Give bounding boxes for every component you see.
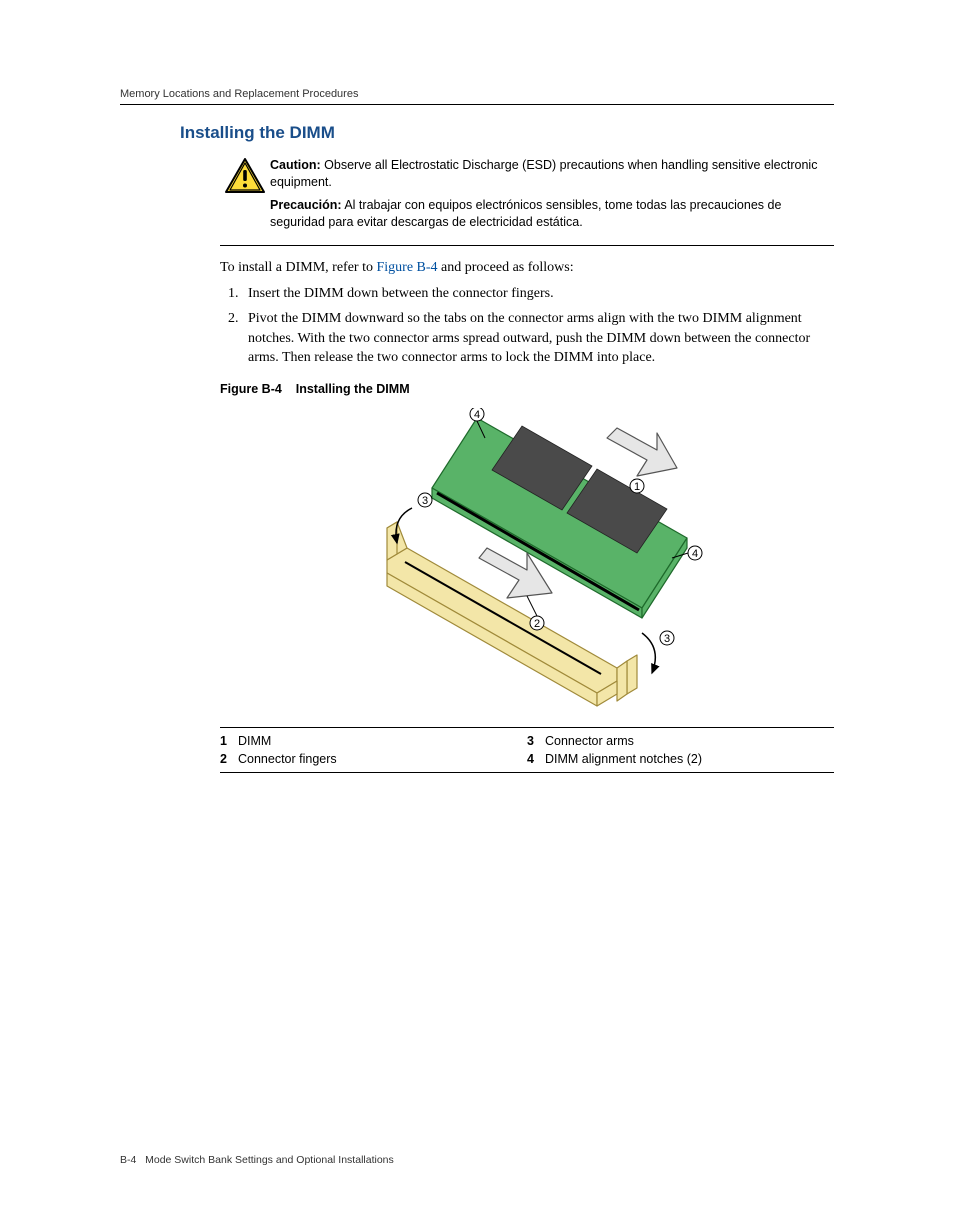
legend-n-2: 2 bbox=[220, 752, 238, 766]
footer-title: Mode Switch Bank Settings and Optional I… bbox=[145, 1154, 394, 1166]
callout-1: 1 bbox=[634, 481, 640, 493]
intro-pre: To install a DIMM, refer to bbox=[220, 260, 376, 275]
intro-line: To install a DIMM, refer to Figure B-4 a… bbox=[220, 260, 834, 276]
figure-caption: Figure B-4 Installing the DIMM bbox=[220, 382, 834, 396]
figure-label: Figure B-4 bbox=[220, 382, 282, 396]
dimm-diagram: 4 1 3 4 2 3 bbox=[317, 408, 737, 708]
caution-block: Caution: Observe all Electrostatic Disch… bbox=[220, 157, 834, 246]
intro-post: and proceed as follows: bbox=[438, 260, 574, 275]
legend-n-3: 3 bbox=[527, 734, 545, 748]
step-2: Pivot the DIMM downward so the tabs on t… bbox=[242, 309, 834, 368]
footer-page: B-4 bbox=[120, 1154, 136, 1166]
legend-t-2: Connector fingers bbox=[238, 752, 337, 766]
caution-label-es: Precaución: bbox=[270, 198, 342, 212]
step-list: Insert the DIMM down between the connect… bbox=[220, 284, 834, 368]
caution-icon bbox=[220, 157, 270, 195]
legend-table: 1 DIMM 3 Connector arms 2 Connector fing… bbox=[220, 727, 834, 773]
legend-n-4: 4 bbox=[527, 752, 545, 766]
caution-label-en: Caution: bbox=[270, 158, 321, 172]
step-1: Insert the DIMM down between the connect… bbox=[242, 284, 834, 304]
running-header: Memory Locations and Replacement Procedu… bbox=[120, 88, 834, 105]
caution-body-en: Observe all Electrostatic Discharge (ESD… bbox=[270, 158, 817, 189]
section-title: Installing the DIMM bbox=[180, 123, 834, 143]
callout-3b: 3 bbox=[664, 633, 670, 645]
legend-t-1: DIMM bbox=[238, 734, 271, 748]
legend-n-1: 1 bbox=[220, 734, 238, 748]
callout-3a: 3 bbox=[422, 495, 428, 507]
caution-text: Caution: Observe all Electrostatic Disch… bbox=[270, 157, 834, 237]
figure-title: Installing the DIMM bbox=[296, 382, 410, 396]
page: Memory Locations and Replacement Procedu… bbox=[0, 0, 954, 1206]
callout-4b: 4 bbox=[692, 548, 698, 560]
callout-4a: 4 bbox=[474, 409, 480, 421]
caution-body-es: Al trabajar con equipos electrónicos sen… bbox=[270, 198, 781, 229]
callout-2: 2 bbox=[534, 618, 540, 630]
page-footer: B-4 Mode Switch Bank Settings and Option… bbox=[120, 1154, 394, 1166]
figure-link[interactable]: Figure B-4 bbox=[376, 260, 437, 275]
legend-t-3: Connector arms bbox=[545, 734, 634, 748]
figure-area: 4 1 3 4 2 3 bbox=[220, 408, 834, 713]
legend-t-4: DIMM alignment notches (2) bbox=[545, 752, 702, 766]
